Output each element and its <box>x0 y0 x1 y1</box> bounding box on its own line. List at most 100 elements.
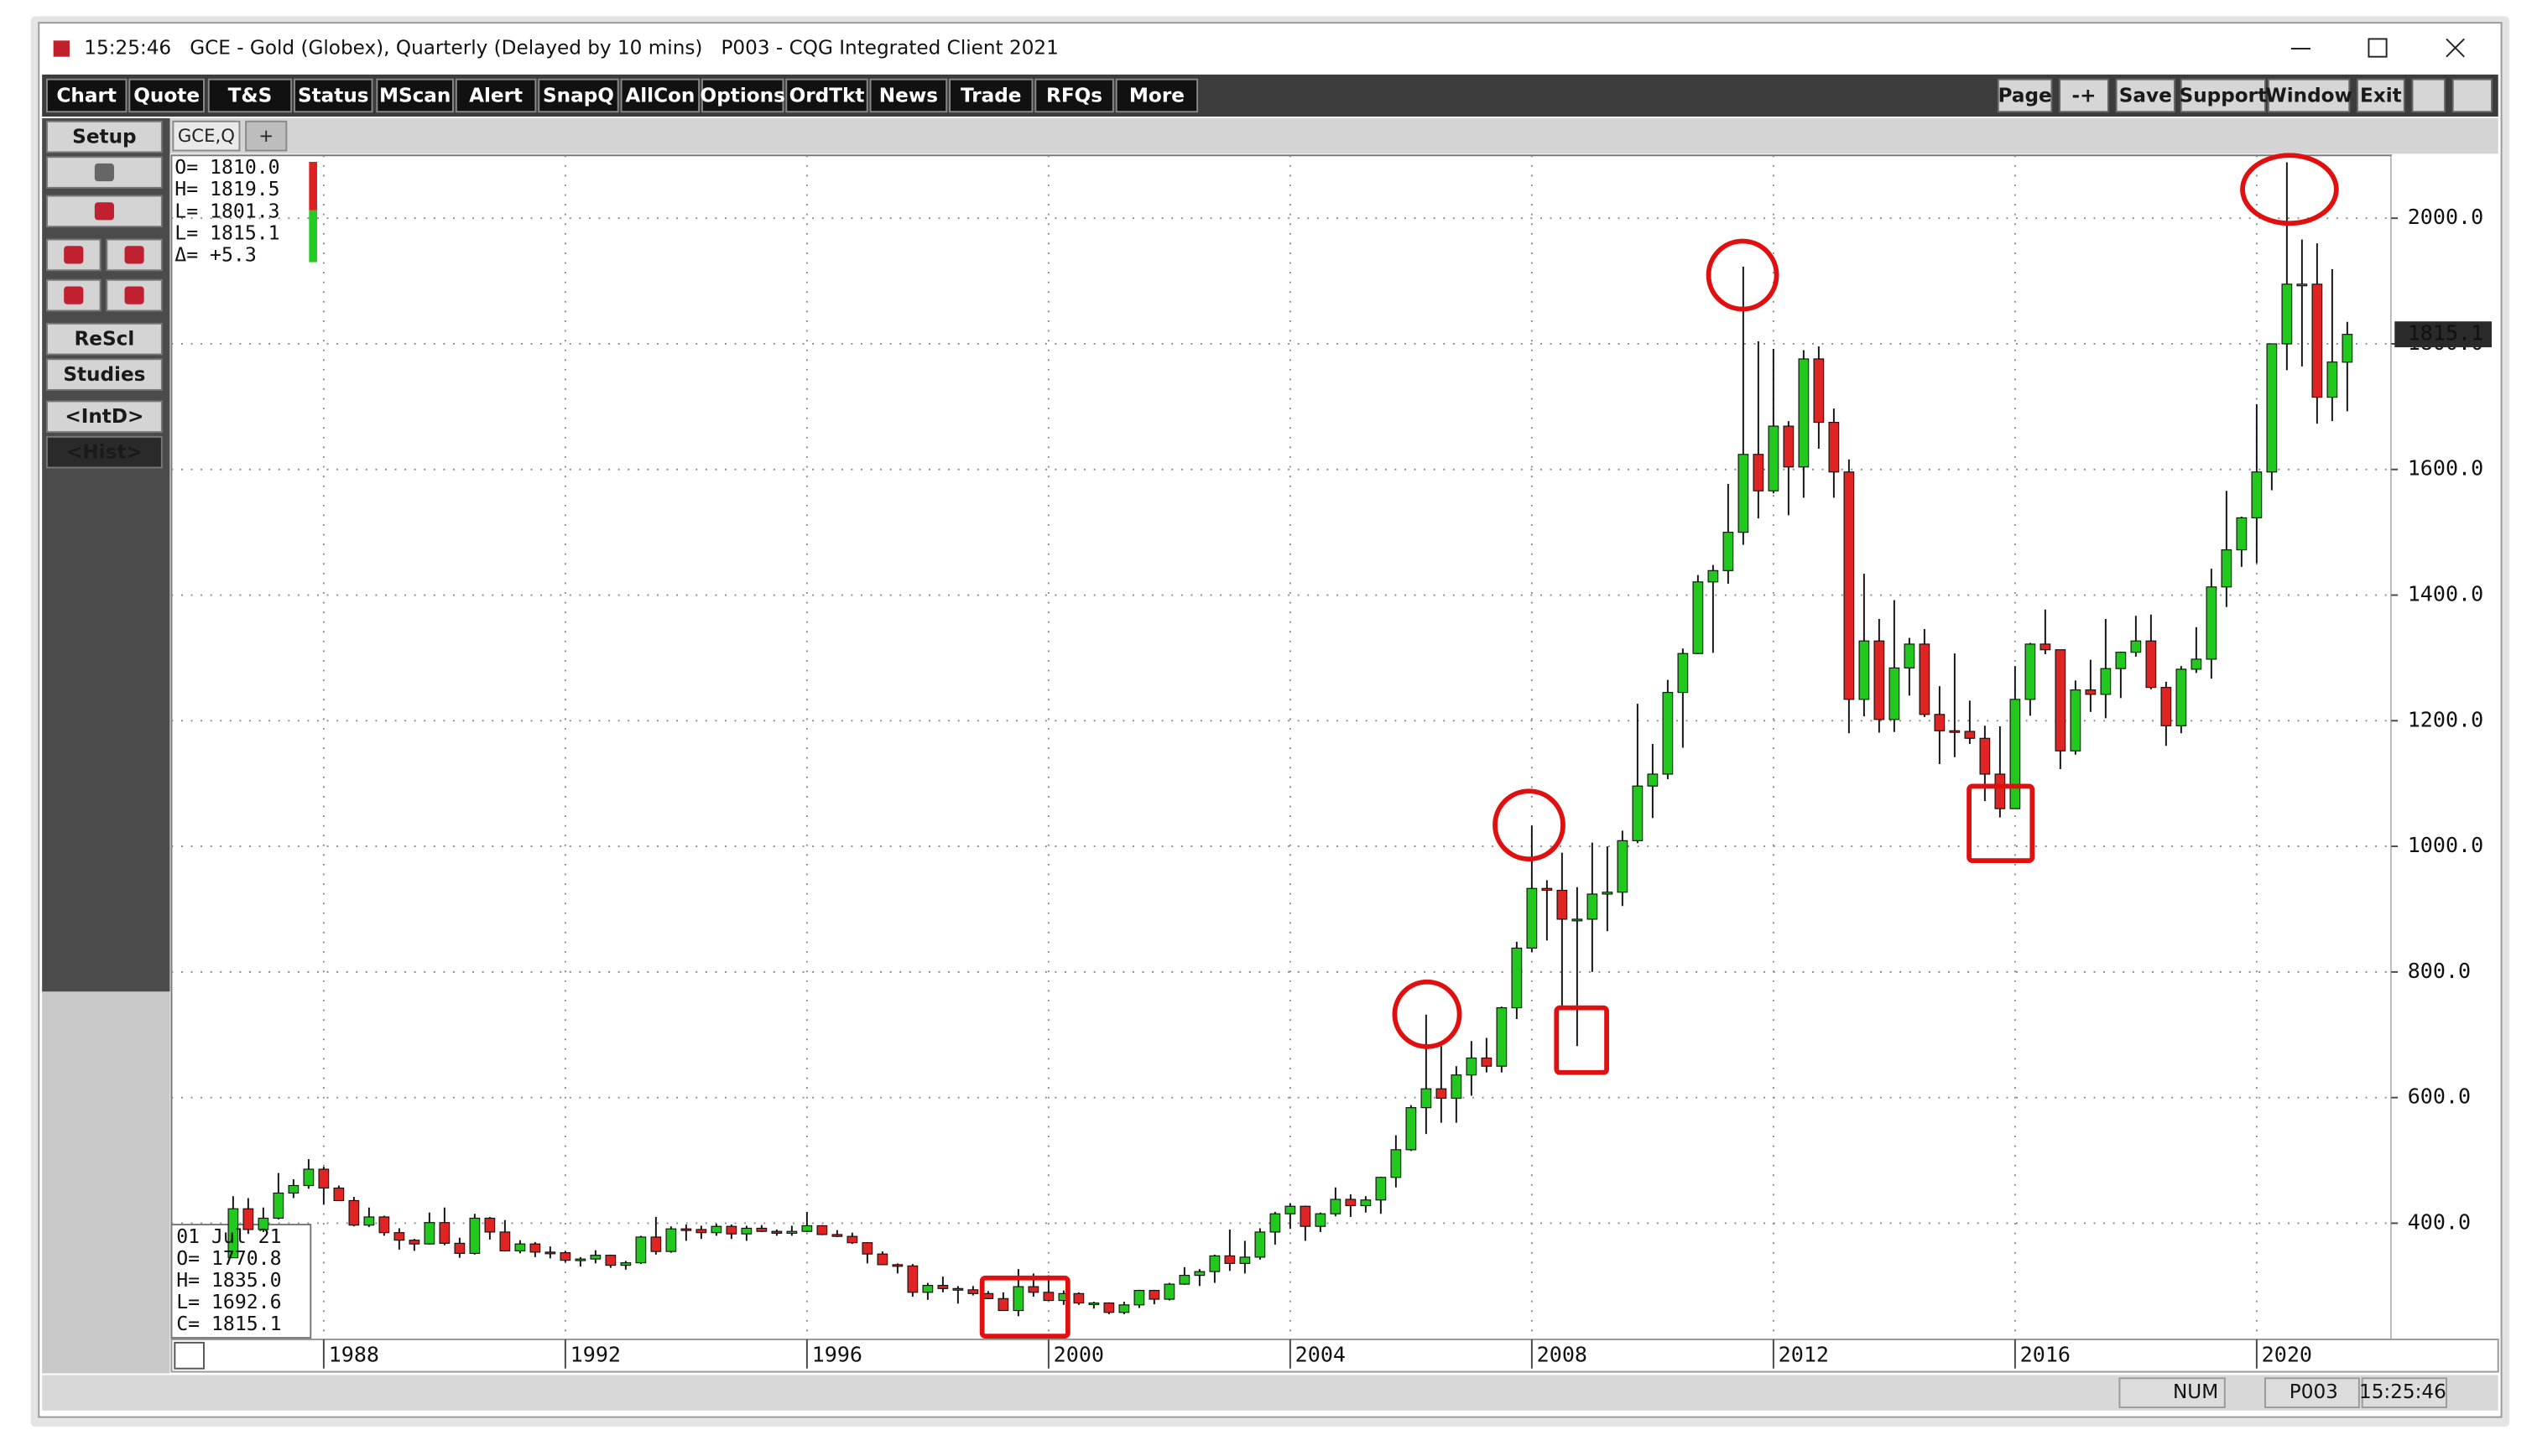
candle-body <box>741 1227 753 1235</box>
toolbar-button[interactable] <box>2115 78 2175 113</box>
status-cell <box>2361 1377 2447 1408</box>
toolbar-button[interactable] <box>869 78 948 113</box>
icon-button[interactable] <box>45 195 163 228</box>
toolbar-button[interactable] <box>2059 78 2109 113</box>
toolbar-button[interactable] <box>45 78 128 113</box>
candle-body <box>2206 586 2217 660</box>
candle-body <box>771 1230 783 1235</box>
maximize[interactable] <box>2368 38 2388 58</box>
toolbar-button[interactable] <box>207 78 293 113</box>
toolbar-button[interactable] <box>785 78 868 113</box>
candle-body <box>1330 1199 1341 1214</box>
candle-body <box>1798 358 1810 468</box>
toolbar-button[interactable] <box>455 78 537 113</box>
toolbar-button[interactable] <box>2180 78 2266 113</box>
candle-body <box>1284 1205 1296 1214</box>
candle-body <box>333 1187 345 1202</box>
candle-body <box>1737 454 1749 533</box>
toolbar-button[interactable] <box>128 78 205 113</box>
candle-body <box>1133 1290 1145 1306</box>
sidebar-button[interactable] <box>45 400 163 434</box>
candle-body <box>1843 471 1855 700</box>
candle-body <box>2024 643 2036 700</box>
readout-line: H= 1819.5 <box>175 179 279 200</box>
candle-body <box>575 1258 586 1261</box>
candle-body <box>514 1243 526 1251</box>
bar-info-line: H= 1835.0 <box>176 1270 281 1292</box>
candle-body <box>560 1252 571 1261</box>
candle-body <box>650 1236 662 1252</box>
candle-body <box>711 1225 722 1234</box>
bar-info-line: O= 1770.8 <box>176 1248 281 1270</box>
tab-label: + <box>258 126 273 147</box>
tab[interactable] <box>172 120 241 152</box>
toolbar-label: -+ <box>2072 85 2097 107</box>
toolbar-button[interactable] <box>620 78 701 113</box>
candle-body <box>2311 283 2323 398</box>
candle-body <box>409 1240 420 1245</box>
toolbar-button[interactable] <box>538 78 619 113</box>
tab-label: GCE,Q <box>178 126 235 147</box>
toolbar-label: Status <box>298 85 369 107</box>
window-button[interactable] <box>2451 78 2493 113</box>
toolbar-button[interactable] <box>949 78 1034 113</box>
toolbar-label: SnapQ <box>543 85 614 107</box>
tab[interactable] <box>245 120 288 152</box>
candle-body <box>1768 425 1779 491</box>
annotations <box>979 153 2339 1339</box>
candle-body <box>2281 283 2293 345</box>
candle-body <box>952 1287 964 1291</box>
toolbar-label: OrdTkt <box>789 85 865 107</box>
x-tick-label: 1992 <box>570 1342 621 1366</box>
candle-body <box>2085 689 2097 695</box>
candle-body <box>1375 1177 1387 1201</box>
toolbar-button[interactable] <box>294 78 373 113</box>
icon <box>94 202 114 221</box>
candle-body <box>1647 773 1659 787</box>
candle-body <box>922 1285 934 1293</box>
x-tick-label: 2000 <box>1054 1342 1104 1366</box>
candle-body <box>1224 1255 1236 1264</box>
toolbar-button[interactable] <box>2356 78 2405 113</box>
bar-info-line: 01 Jul 21 <box>176 1226 281 1248</box>
candle-body <box>1979 737 1991 775</box>
toolbar-button[interactable] <box>2267 78 2351 113</box>
sidebar-button[interactable] <box>45 322 163 356</box>
toolbar-button[interactable] <box>1034 78 1114 113</box>
status-cell <box>2264 1377 2360 1408</box>
candle-body <box>1073 1292 1085 1304</box>
candle-body <box>1934 714 1946 731</box>
sidebar-button[interactable] <box>45 435 163 469</box>
toolbar-label: Page <box>1998 85 2052 107</box>
window-button[interactable] <box>2411 78 2446 113</box>
chart: 400.0 600.0 800.0 1000.0 1200.0 1400.0 1600.0 1… <box>171 155 2492 1369</box>
sidebar-button[interactable] <box>45 358 163 391</box>
toolbar-button[interactable] <box>376 78 454 113</box>
toolbar-label: AllCon <box>625 85 695 107</box>
candle-body <box>2251 471 2263 518</box>
candle-body <box>847 1235 858 1244</box>
candle-body <box>1269 1213 1281 1233</box>
toolbar-button[interactable] <box>1115 78 1199 113</box>
candle-body <box>2039 643 2051 651</box>
candle-body <box>544 1251 556 1255</box>
candle-body <box>424 1222 435 1245</box>
sidebar-button[interactable] <box>45 120 163 153</box>
x-tick-label: 1988 <box>329 1342 379 1366</box>
close[interactable] <box>2446 38 2465 58</box>
candle-body <box>1677 653 1689 694</box>
toolbar-label: Window <box>2265 85 2352 107</box>
toolbar-button[interactable] <box>701 78 784 113</box>
candle-body <box>1028 1286 1039 1293</box>
sidebar-fill <box>42 991 170 1374</box>
toolbar-label: Save <box>2119 85 2172 107</box>
toolbar-button[interactable] <box>1997 78 2053 113</box>
icon <box>124 246 144 264</box>
candle-body <box>2009 699 2021 809</box>
sidebar-label: Setup <box>72 127 136 148</box>
candle-body <box>1753 454 1764 491</box>
highlight-box <box>979 1275 1071 1339</box>
candle-body <box>1088 1302 1100 1306</box>
candle-body <box>484 1217 496 1233</box>
